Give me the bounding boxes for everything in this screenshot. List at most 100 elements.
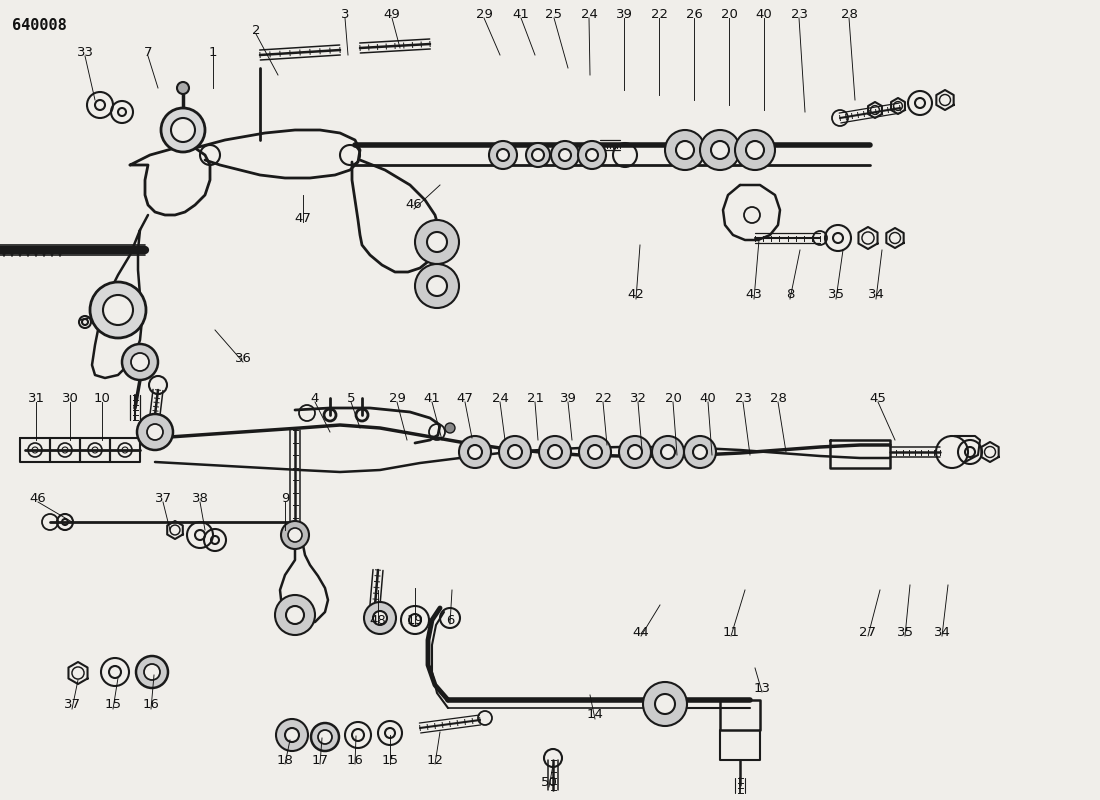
Circle shape [373,611,387,625]
Text: 6: 6 [446,614,454,626]
Text: 34: 34 [934,626,950,638]
Circle shape [285,728,299,742]
Text: 32: 32 [629,391,647,405]
Circle shape [468,445,482,459]
Text: 22: 22 [650,7,668,21]
Text: 9: 9 [280,491,289,505]
Circle shape [532,149,544,161]
Circle shape [551,141,579,169]
Circle shape [280,521,309,549]
Text: 13: 13 [754,682,770,694]
Text: 20: 20 [664,391,681,405]
Circle shape [588,445,602,459]
Circle shape [652,436,684,468]
Text: 46: 46 [406,198,422,211]
Circle shape [131,353,149,371]
Circle shape [628,445,642,459]
Circle shape [586,149,598,161]
Text: 28: 28 [770,391,786,405]
Text: 27: 27 [859,626,877,638]
Text: 21: 21 [527,391,543,405]
Circle shape [415,264,459,308]
Circle shape [644,682,688,726]
Circle shape [446,423,455,433]
Circle shape [676,141,694,159]
Text: 45: 45 [870,391,887,405]
Circle shape [693,445,707,459]
Circle shape [559,149,571,161]
Circle shape [490,141,517,169]
Text: 33: 33 [77,46,94,58]
Circle shape [700,130,740,170]
Circle shape [275,595,315,635]
Text: 39: 39 [560,391,576,405]
Text: 11: 11 [723,626,739,638]
Circle shape [579,436,610,468]
Text: 40: 40 [756,7,772,21]
Text: 24: 24 [581,7,597,21]
Text: 35: 35 [827,289,845,302]
Text: 37: 37 [64,698,80,711]
Circle shape [497,149,509,161]
Text: 46: 46 [30,491,46,505]
Text: 48: 48 [370,614,386,626]
Text: 30: 30 [62,391,78,405]
Circle shape [654,694,675,714]
Text: 8: 8 [785,289,794,302]
Circle shape [499,436,531,468]
Text: 25: 25 [546,7,562,21]
Circle shape [666,130,705,170]
Text: 29: 29 [388,391,406,405]
Circle shape [526,143,550,167]
Circle shape [138,414,173,450]
Circle shape [286,606,304,624]
Text: 15: 15 [382,754,398,766]
Text: 22: 22 [594,391,612,405]
Circle shape [746,141,764,159]
Text: 50: 50 [540,777,558,790]
Text: 42: 42 [628,289,645,302]
Circle shape [619,436,651,468]
Text: 17: 17 [311,754,329,766]
Text: 4: 4 [311,391,319,405]
Text: 1: 1 [209,46,218,58]
Text: 47: 47 [295,211,311,225]
Circle shape [144,664,159,680]
Circle shape [147,424,163,440]
Circle shape [311,723,339,751]
Text: 2: 2 [252,23,261,37]
Text: 43: 43 [746,289,762,302]
Text: 12: 12 [427,754,443,766]
Text: 40: 40 [700,391,716,405]
Circle shape [122,344,158,380]
Circle shape [427,276,447,296]
Circle shape [548,445,562,459]
Text: 37: 37 [154,491,172,505]
Circle shape [318,730,332,744]
Circle shape [170,118,195,142]
Text: 23: 23 [735,391,751,405]
Circle shape [427,232,447,252]
Circle shape [459,436,491,468]
Text: 38: 38 [191,491,208,505]
Text: 640008: 640008 [12,18,67,33]
Circle shape [735,130,776,170]
Text: 44: 44 [632,626,649,638]
Text: 31: 31 [28,391,44,405]
Circle shape [90,282,146,338]
Circle shape [684,436,716,468]
Circle shape [711,141,729,159]
Text: 23: 23 [791,7,807,21]
Text: 39: 39 [616,7,632,21]
Text: 41: 41 [424,391,440,405]
Text: 20: 20 [720,7,737,21]
Text: 3: 3 [341,7,350,21]
Text: 7: 7 [144,46,152,58]
Circle shape [161,108,205,152]
Circle shape [177,82,189,94]
Text: 14: 14 [586,709,604,722]
Text: 18: 18 [276,754,294,766]
Circle shape [578,141,606,169]
Circle shape [136,656,168,688]
Text: 29: 29 [475,7,493,21]
